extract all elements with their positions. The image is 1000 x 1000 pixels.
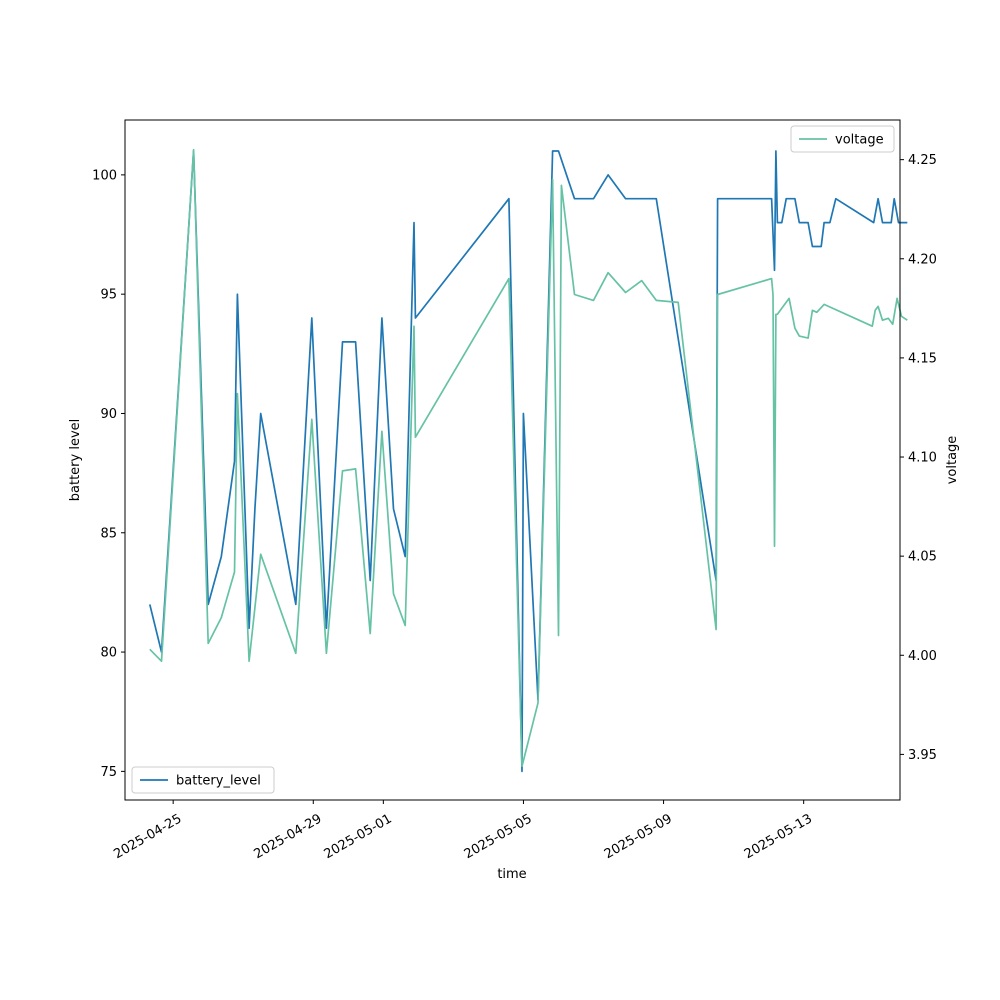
y-right-tick-label: 4.15 xyxy=(908,351,937,366)
legend-label: voltage xyxy=(835,133,884,148)
plot-frame xyxy=(124,119,901,801)
y-left-tick-label: 80 xyxy=(100,646,117,661)
x-axis-label: time xyxy=(497,867,526,882)
legend-voltage: voltage xyxy=(790,125,895,153)
series-line-battery-level xyxy=(148,150,908,773)
y-left-tick-label: 75 xyxy=(100,765,117,780)
legend-battery-level: battery_level xyxy=(131,766,275,794)
y-right-tick-label: 4.00 xyxy=(908,649,937,664)
y-right-tick-label: 4.05 xyxy=(908,550,937,565)
y-right-axis-label: voltage xyxy=(945,436,960,485)
y-right-tick-label: 4.20 xyxy=(908,252,937,267)
legend-box xyxy=(790,125,895,153)
series-line-voltage xyxy=(149,148,908,768)
legend-box xyxy=(131,766,275,794)
y-right-tick-label: 3.95 xyxy=(908,748,937,763)
legend-label: battery_level xyxy=(176,774,261,789)
y-left-tick-label: 85 xyxy=(100,526,117,541)
y-left-tick-label: 90 xyxy=(100,407,117,422)
y-right-tick-label: 4.25 xyxy=(908,153,937,168)
y-left-tick-label: 100 xyxy=(92,168,117,183)
y-right-tick-label: 4.10 xyxy=(908,451,937,466)
y-left-axis-label: battery level xyxy=(68,419,83,502)
plot-area xyxy=(148,148,908,773)
legends: battery_level voltage xyxy=(131,125,895,794)
y-left-tick-label: 95 xyxy=(100,288,117,303)
